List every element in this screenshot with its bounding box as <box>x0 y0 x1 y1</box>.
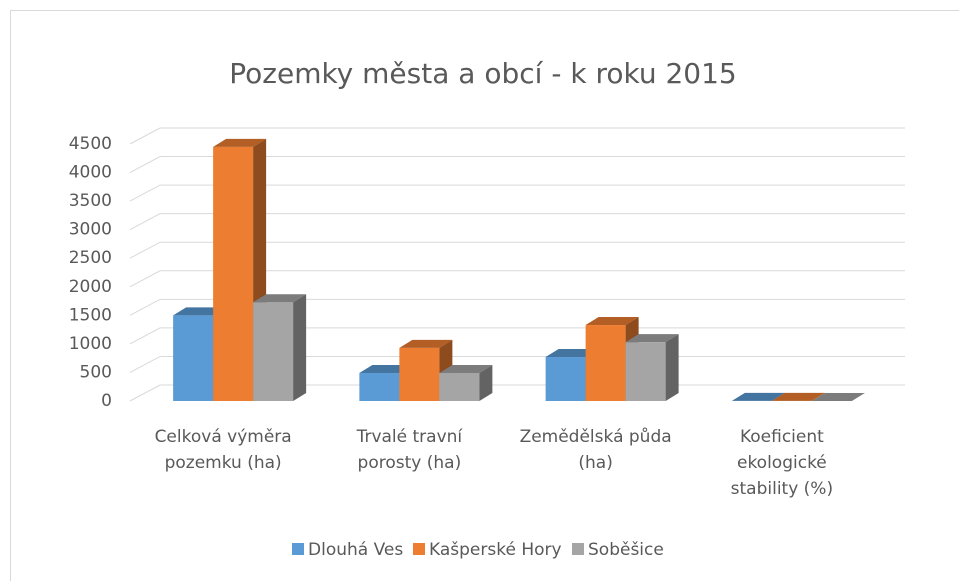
x-tick-label: Celková výměra pozemku (ha) <box>155 427 292 473</box>
bar-front <box>359 373 400 401</box>
grid-line <box>129 213 905 231</box>
bar-front <box>213 146 254 401</box>
bar <box>811 392 865 401</box>
bar-top <box>771 392 825 401</box>
grid-line <box>129 270 905 288</box>
bar-front <box>439 373 480 401</box>
bar-top <box>173 307 227 316</box>
x-tick-label: Koeficient ekologické stability (%) <box>731 427 833 499</box>
bar-side <box>665 334 679 401</box>
bar-front <box>399 347 440 401</box>
bar-front <box>545 357 586 401</box>
legend-label: Kašperské Hory <box>429 540 562 560</box>
bar-top <box>253 294 307 303</box>
legend-label: Dlouhá Ves <box>308 540 403 560</box>
grid-line <box>129 327 905 345</box>
grid-line <box>129 241 905 259</box>
legend-label: Soběšice <box>588 540 664 560</box>
y-tick-label: 1500 <box>69 305 112 325</box>
y-tick-label: 3000 <box>69 220 112 240</box>
bar-side <box>851 392 865 401</box>
grid-line <box>129 127 905 145</box>
x-tick-label: Zemědělská půda (ha) <box>520 427 672 473</box>
chart-border <box>10 10 959 581</box>
bar-top <box>585 317 639 326</box>
legend-swatch <box>292 543 304 555</box>
grid-line <box>129 298 905 316</box>
x-tick-label: Trvalé travní porosty (ha) <box>356 427 464 473</box>
bar-side <box>293 294 307 401</box>
grid-line <box>129 184 905 202</box>
y-tick-label: 3500 <box>69 191 112 211</box>
y-tick-label: 500 <box>80 362 112 382</box>
bar-top <box>545 349 599 358</box>
grid-line <box>129 156 905 173</box>
y-tick-label: 0 <box>101 391 112 411</box>
y-tick-label: 4000 <box>69 163 112 183</box>
bar-top <box>213 138 267 147</box>
bar-side <box>479 365 493 401</box>
bar <box>439 365 493 401</box>
bar-top <box>359 365 413 374</box>
bar <box>253 294 307 401</box>
legend-swatch <box>413 543 425 555</box>
bar-front <box>585 325 626 401</box>
y-tick-label: 2500 <box>69 248 112 268</box>
bar <box>625 334 679 401</box>
bar-top <box>811 392 865 401</box>
bar-front <box>173 315 214 401</box>
bar-top <box>399 339 453 348</box>
bar-top <box>731 392 785 401</box>
chart-title: Pozemky města a obcí - k roku 2015 <box>229 57 736 90</box>
y-tick-label: 4500 <box>69 134 112 154</box>
bar-front <box>253 302 294 401</box>
bar-top <box>625 334 679 343</box>
y-tick-label: 2000 <box>69 277 112 297</box>
bar-top <box>439 365 493 374</box>
bar-front <box>625 342 666 401</box>
legend-swatch <box>572 543 584 555</box>
y-tick-label: 1000 <box>69 334 112 354</box>
